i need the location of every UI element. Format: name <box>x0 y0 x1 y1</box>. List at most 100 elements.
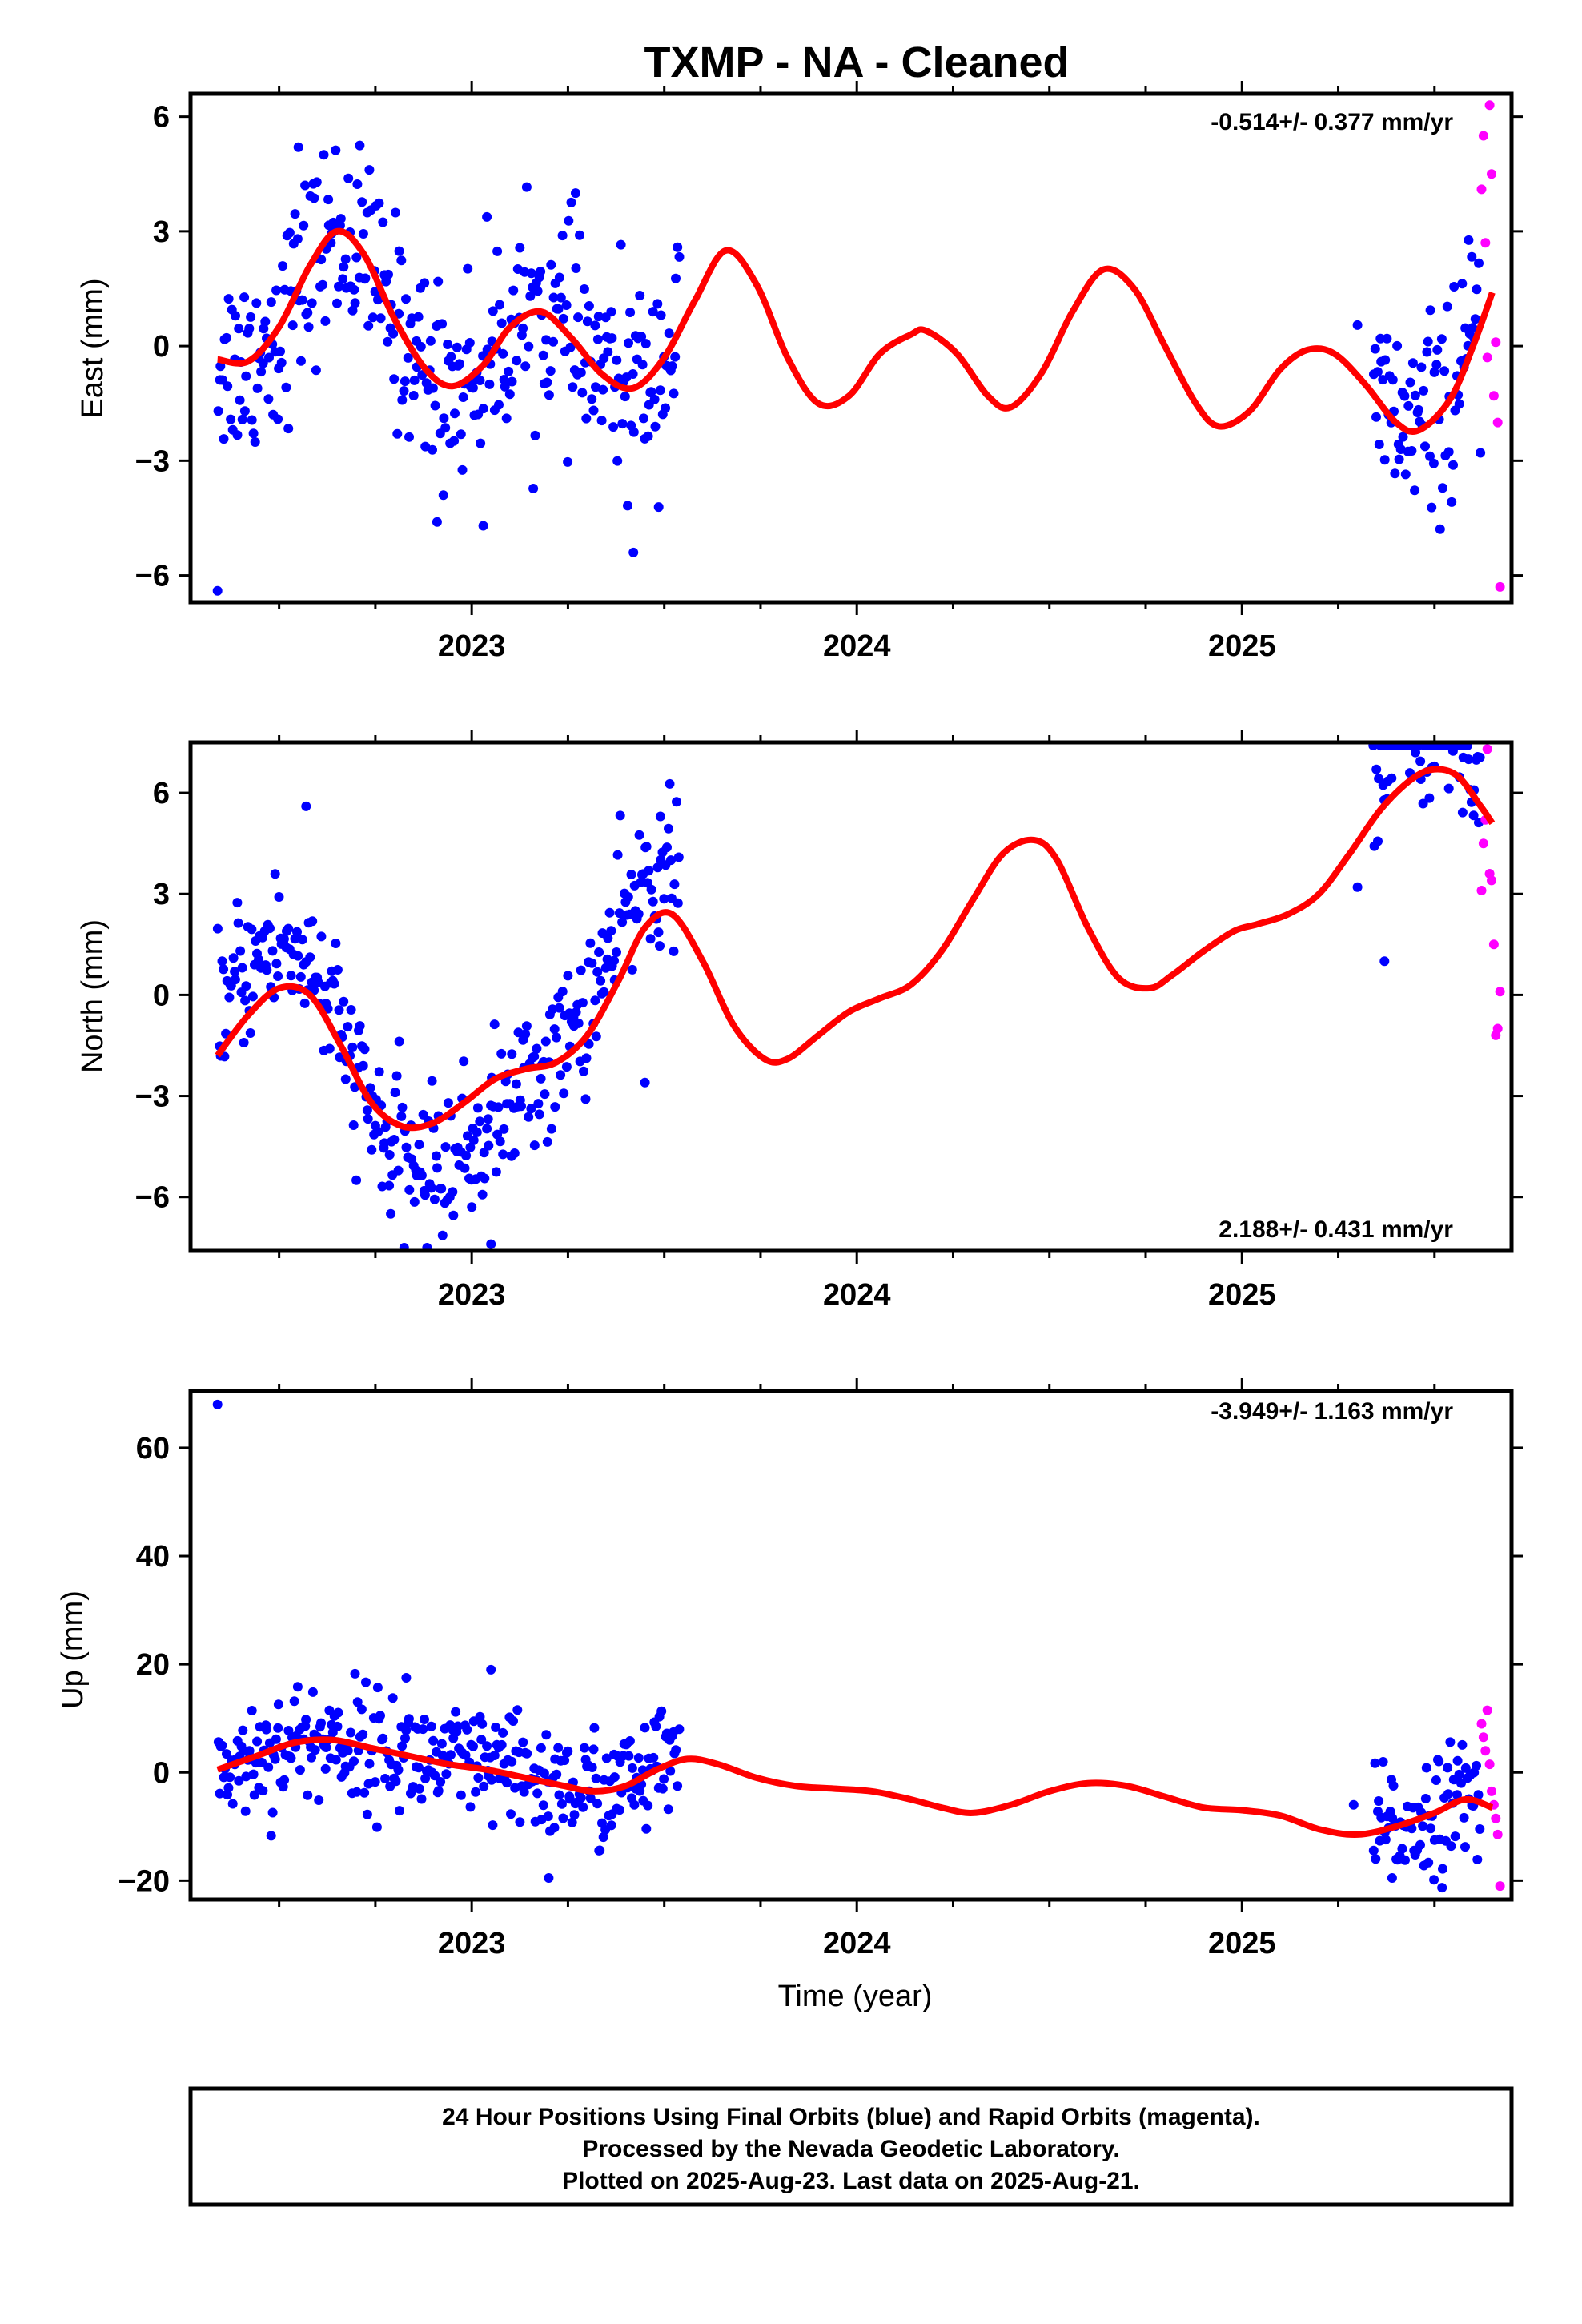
final-orbit-point <box>577 388 588 398</box>
final-orbit-point <box>1434 1756 1444 1767</box>
final-orbit-point <box>1352 882 1363 892</box>
final-orbit-point <box>384 1150 395 1160</box>
final-orbit-point <box>212 585 223 596</box>
final-orbit-point <box>1459 1812 1469 1823</box>
up-axes: 60 40 20 0 −20 2023 2024 2025 <box>118 1378 1523 1960</box>
final-orbit-point <box>612 456 623 466</box>
final-orbit-point <box>219 434 229 444</box>
final-orbit-point <box>478 521 488 531</box>
final-orbit-point <box>1405 377 1415 388</box>
final-orbit-point <box>536 1743 546 1753</box>
final-orbit-point <box>591 1031 601 1042</box>
final-orbit-point <box>290 209 300 219</box>
final-orbit-point <box>636 332 647 342</box>
final-orbit-point <box>347 1042 358 1052</box>
final-orbit-point <box>627 964 637 975</box>
final-orbit-point <box>627 1763 637 1773</box>
final-orbit-point <box>653 927 664 938</box>
final-orbit-point <box>482 1741 492 1751</box>
final-orbit-point <box>650 421 661 432</box>
final-orbit-point <box>1447 497 1457 507</box>
final-orbit-point <box>644 866 654 876</box>
final-orbit-point <box>265 923 275 934</box>
final-orbit-point <box>436 1777 446 1787</box>
final-orbit-point <box>532 286 543 296</box>
final-orbit-point <box>671 1745 681 1755</box>
final-orbit-point <box>578 1802 588 1812</box>
up-panel: Up (mm) 60 40 20 0 −20 2023 2024 2025 -3.949+/-… <box>56 1378 1523 2013</box>
final-orbit-point <box>553 1743 564 1753</box>
final-orbit-point <box>1445 1737 1456 1747</box>
final-orbit-point <box>601 1753 612 1763</box>
final-orbit-point <box>494 400 504 410</box>
final-orbit-point <box>223 1783 234 1793</box>
final-orbit-point <box>392 428 403 439</box>
final-orbit-point <box>449 436 460 446</box>
final-orbit-point <box>316 1718 326 1728</box>
final-orbit-point <box>483 1114 493 1124</box>
final-orbit-point <box>1390 468 1400 479</box>
final-orbit-point <box>351 1175 362 1185</box>
final-orbit-point <box>595 1845 605 1856</box>
final-orbit-point <box>666 855 676 866</box>
x-tick-label: 2024 <box>823 1278 891 1312</box>
final-orbit-point <box>465 1802 476 1812</box>
final-orbit-point <box>350 298 360 308</box>
final-orbit-point <box>375 1711 385 1721</box>
rapid-orbit-point <box>1482 1705 1492 1715</box>
final-orbit-point <box>271 285 282 296</box>
final-orbit-point <box>258 1786 268 1796</box>
final-orbit-point <box>263 1762 274 1772</box>
y-tick-label: 0 <box>153 330 170 364</box>
final-orbit-point <box>546 1124 556 1134</box>
final-orbit-point <box>552 1769 562 1779</box>
final-orbit-point <box>546 259 556 270</box>
final-orbit-point <box>653 502 664 513</box>
final-orbit-point <box>289 1696 299 1707</box>
final-orbit-point <box>365 1083 375 1093</box>
final-orbit-point <box>530 430 540 440</box>
final-orbit-point <box>452 342 462 352</box>
y-tick-label: 20 <box>136 1648 170 1682</box>
final-orbit-point <box>247 991 258 1002</box>
final-orbit-point <box>625 308 636 317</box>
final-orbit-point <box>1439 366 1450 376</box>
final-orbit-point <box>606 307 616 317</box>
final-orbit-point <box>1443 447 1454 457</box>
final-orbit-point <box>477 1719 488 1729</box>
final-orbit-point <box>357 197 367 207</box>
final-orbit-point <box>1410 485 1420 496</box>
final-orbit-point <box>1457 1739 1468 1750</box>
final-orbit-point <box>303 1790 313 1800</box>
final-orbit-point <box>358 1060 368 1071</box>
final-orbit-point <box>558 1813 568 1823</box>
final-orbit-point <box>248 428 259 439</box>
final-orbit-point <box>609 1772 620 1783</box>
final-orbit-point <box>250 437 260 447</box>
final-orbit-point <box>557 987 568 997</box>
final-orbit-point <box>488 306 498 316</box>
final-orbit-point <box>512 356 522 366</box>
final-orbit-point <box>581 413 592 424</box>
model-fit-curve <box>216 1736 1494 1838</box>
final-orbit-point <box>544 1873 554 1883</box>
final-orbit-point <box>367 312 378 323</box>
plot-frame <box>188 91 1514 605</box>
rapid-orbit-point <box>1492 1829 1503 1839</box>
final-orbit-point <box>1416 362 1427 372</box>
final-orbit-point <box>576 1793 586 1803</box>
final-orbit-point <box>491 1167 501 1177</box>
final-orbit-point <box>367 1144 377 1155</box>
y-tick-label: −20 <box>118 1864 170 1898</box>
final-orbit-point <box>427 1076 437 1086</box>
final-orbit-point <box>384 1180 395 1191</box>
final-orbit-point <box>463 263 473 274</box>
final-orbit-point <box>425 336 436 346</box>
final-orbit-point <box>563 971 573 981</box>
final-orbit-point <box>394 1036 404 1047</box>
final-orbit-point <box>482 211 492 222</box>
final-orbit-point <box>664 823 673 834</box>
final-orbit-point <box>499 375 509 384</box>
final-orbit-point <box>360 273 371 283</box>
y-tick-label: −6 <box>135 560 170 593</box>
